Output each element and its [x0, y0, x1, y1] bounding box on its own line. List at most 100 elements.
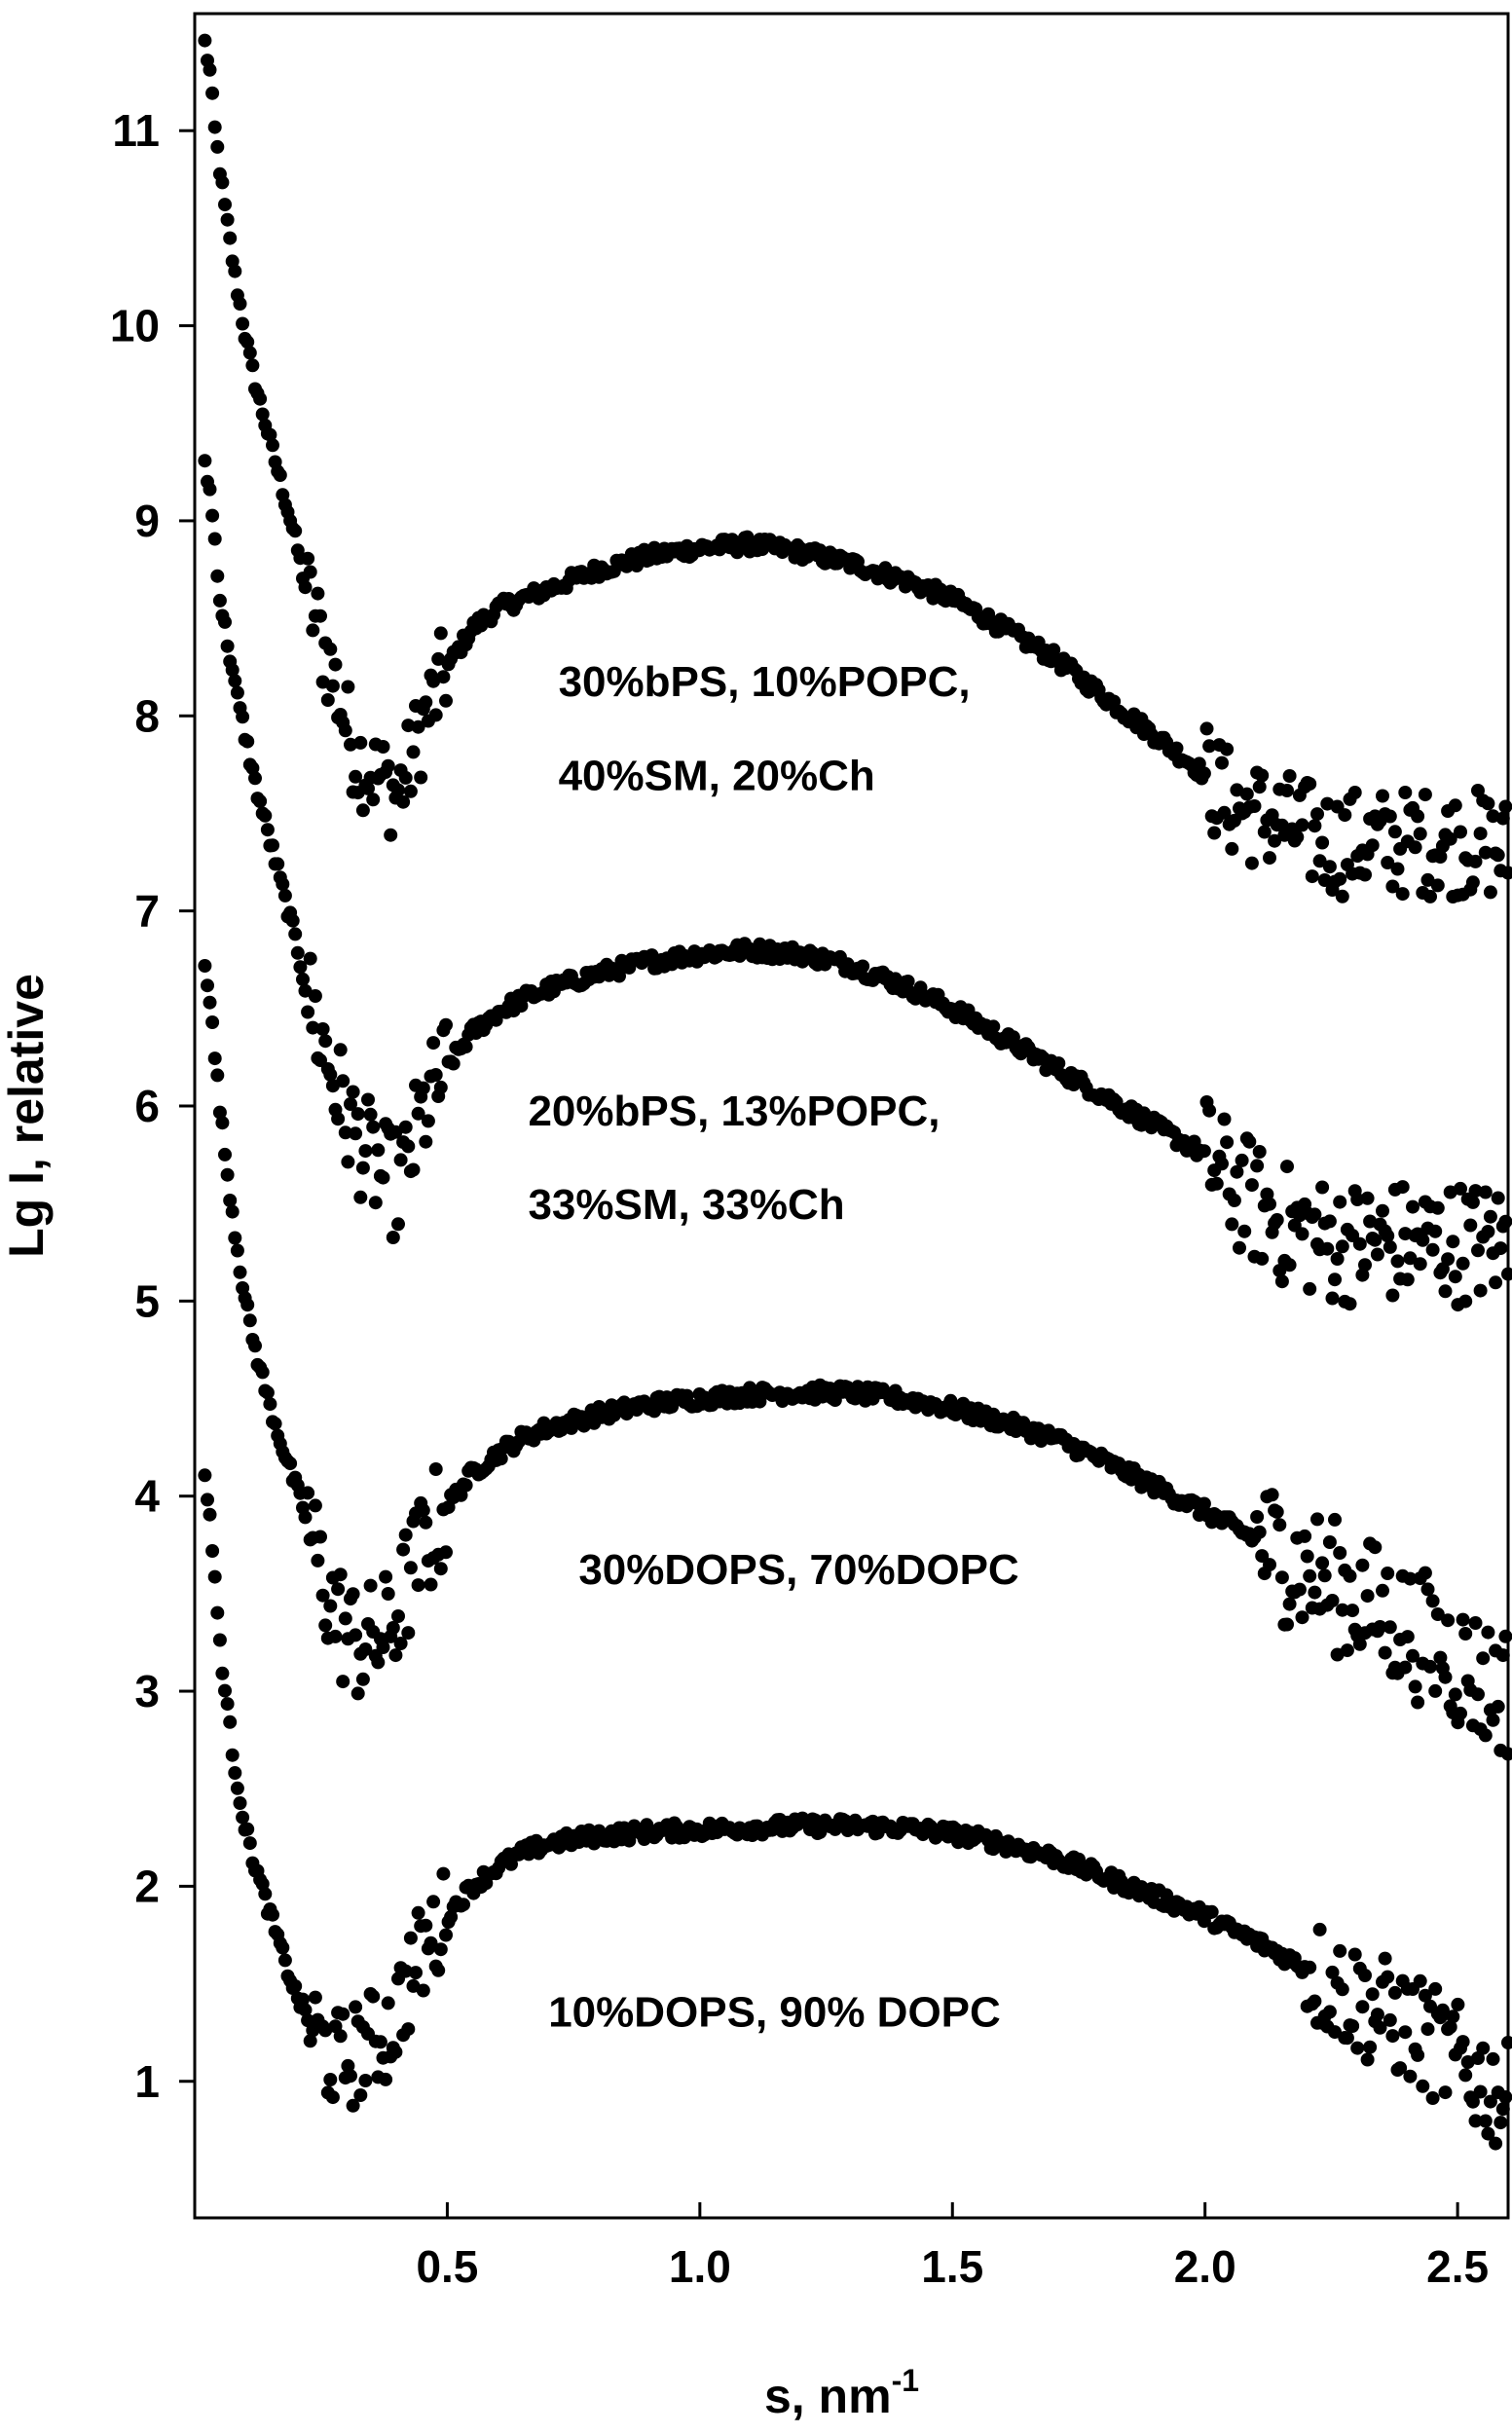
data-point-series-1	[401, 719, 416, 733]
data-point-series-2	[361, 1092, 375, 1107]
data-point-series-1	[1338, 808, 1352, 823]
data-point-series-4	[276, 1940, 290, 1955]
data-point-series-4	[1387, 1985, 1402, 2000]
data-point-series-4	[424, 1936, 438, 1950]
data-point-series-1	[198, 33, 212, 48]
data-point-series-1	[1413, 827, 1427, 841]
data-point-series-3	[1425, 1594, 1440, 1608]
data-point-series-1	[1308, 819, 1322, 833]
data-point-series-2	[1446, 1235, 1460, 1249]
data-point-series-1	[1333, 871, 1347, 886]
data-point-series-2	[376, 1170, 390, 1185]
data-point-series-2	[1215, 1157, 1229, 1171]
data-point-series-2	[1483, 1209, 1497, 1224]
data-point-series-3	[753, 1394, 767, 1409]
data-point-series-2	[1448, 1270, 1462, 1284]
y-tick-label: 4	[134, 1471, 160, 1522]
data-point-series-2	[1202, 1103, 1217, 1118]
data-point-series-4	[1446, 2010, 1460, 2024]
data-point-series-3	[1468, 1616, 1483, 1630]
data-point-series-2	[285, 913, 300, 928]
data-point-series-2	[277, 888, 292, 903]
data-point-series-3	[1308, 1585, 1322, 1600]
data-point-series-1	[1047, 643, 1061, 657]
data-point-series-2	[1233, 1240, 1246, 1255]
data-point-series-3	[388, 1648, 403, 1663]
data-point-series-3	[333, 1567, 348, 1582]
data-point-series-1	[419, 695, 433, 710]
data-point-series-3	[1441, 1613, 1456, 1628]
data-point-series-3	[328, 1629, 343, 1643]
x-tick-label: 1.5	[921, 2241, 983, 2292]
data-point-series-4	[288, 1979, 303, 1993]
data-point-series-2	[459, 1040, 473, 1054]
data-point-series-4	[388, 2045, 403, 2059]
data-point-series-4	[298, 2003, 313, 2017]
data-point-series-2	[333, 1043, 348, 1057]
data-point-series-4	[1416, 2079, 1430, 2093]
data-point-series-2	[393, 1153, 408, 1167]
data-point-series-3	[1325, 1594, 1340, 1607]
data-point-series-2	[1381, 1229, 1395, 1243]
data-point-series-4	[444, 1910, 459, 1924]
data-point-series-3	[268, 1417, 282, 1431]
data-point-series-4	[1489, 2136, 1503, 2151]
y-tick-label: 7	[134, 886, 160, 937]
data-point-series-4	[218, 1683, 232, 1698]
data-point-series-4	[1308, 1994, 1322, 2009]
data-point-series-3	[1250, 1510, 1265, 1524]
data-point-series-1	[353, 735, 368, 750]
data-point-series-2	[336, 1074, 350, 1088]
data-point-series-2	[1352, 1236, 1367, 1251]
data-point-series-3	[338, 1611, 352, 1626]
data-point-series-1	[1268, 833, 1282, 848]
data-point-series-1	[240, 335, 255, 350]
data-point-series-4	[296, 1992, 310, 2007]
data-point-series-1	[428, 708, 443, 722]
data-point-series-2	[1303, 1281, 1317, 1296]
data-point-series-3	[1411, 1695, 1425, 1710]
data-point-series-4	[1471, 2051, 1485, 2065]
data-point-series-2	[1390, 1254, 1405, 1269]
data-point-series-3	[1270, 1504, 1284, 1519]
data-point-series-2	[212, 593, 227, 608]
data-point-series-1	[1358, 867, 1372, 882]
data-point-series-4	[1425, 2091, 1440, 2105]
data-point-series-2	[1350, 1193, 1365, 1206]
data-point-series-1	[205, 86, 220, 100]
data-point-series-2	[1280, 1160, 1294, 1174]
data-point-series-4	[1347, 1947, 1362, 1962]
data-point-series-1	[1387, 825, 1402, 839]
data-point-series-1	[1310, 807, 1324, 822]
data-point-series-2	[248, 771, 262, 786]
data-point-series-3	[411, 1578, 425, 1593]
data-point-series-1	[1282, 769, 1297, 783]
data-point-series-4	[303, 2034, 317, 2048]
data-point-series-2	[236, 710, 250, 724]
data-point-series-4	[1478, 2114, 1493, 2128]
data-point-series-3	[1400, 1630, 1415, 1644]
data-point-series-4	[366, 1989, 381, 2004]
data-point-series-4	[325, 2090, 340, 2105]
data-point-series-1	[1454, 825, 1467, 839]
data-point-series-3	[210, 1068, 225, 1083]
data-point-series-3	[225, 1204, 240, 1219]
data-point-series-3	[233, 1265, 247, 1279]
data-point-series-3	[1300, 1549, 1314, 1564]
data-point-series-1	[320, 693, 335, 707]
data-point-series-4	[1498, 2090, 1512, 2104]
data-point-series-3	[1298, 1529, 1312, 1543]
data-point-series-2	[298, 983, 313, 998]
data-point-series-1	[361, 781, 375, 795]
plot-frame	[193, 12, 1510, 2220]
data-point-series-3	[1252, 1525, 1267, 1539]
data-point-series-1	[1335, 889, 1349, 904]
data-point-series-2	[355, 1161, 370, 1175]
data-point-series-3	[298, 1510, 313, 1525]
data-point-series-2	[421, 1114, 435, 1128]
data-point-series-2	[1489, 1275, 1503, 1290]
data-point-series-2	[1315, 1180, 1330, 1195]
data-point-series-2	[331, 1112, 346, 1126]
data-point-series-4	[403, 1931, 418, 1945]
data-point-series-2	[315, 1022, 330, 1036]
